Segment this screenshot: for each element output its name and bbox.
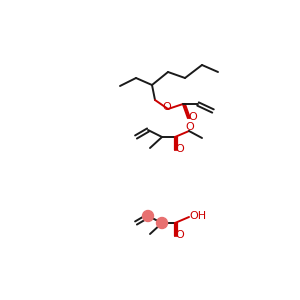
Circle shape — [142, 211, 154, 221]
Text: O: O — [186, 122, 194, 132]
Text: O: O — [189, 112, 197, 122]
Circle shape — [157, 218, 167, 229]
Text: OH: OH — [189, 211, 207, 221]
Text: O: O — [176, 230, 184, 240]
Text: O: O — [163, 102, 171, 112]
Text: O: O — [176, 144, 184, 154]
